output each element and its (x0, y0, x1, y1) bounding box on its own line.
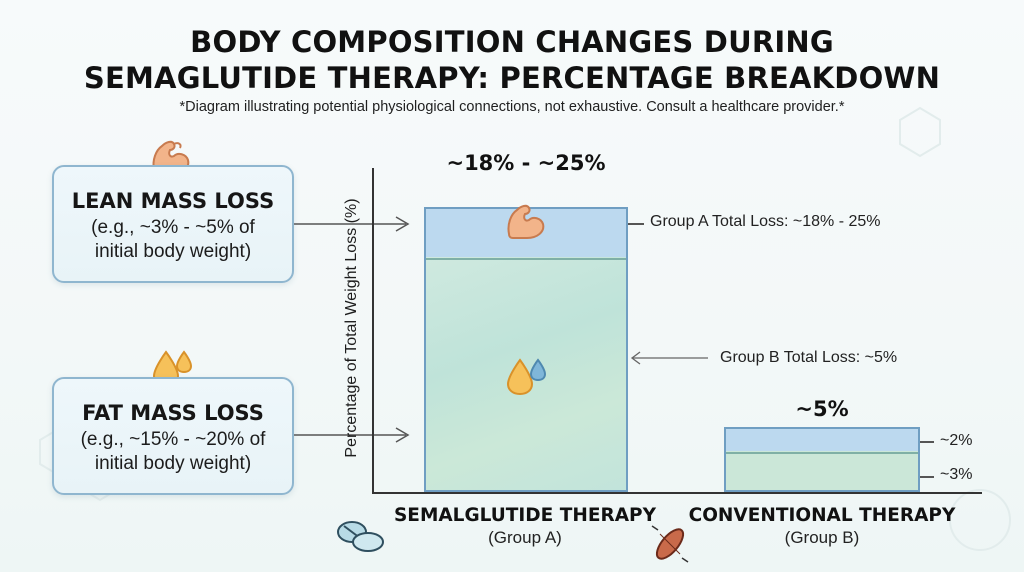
muscle-fiber-icon (651, 525, 689, 563)
y-axis-label: Percentage of Total Weight Loss (%) (343, 198, 360, 458)
bar-b-upper-label: ~2% (940, 432, 973, 449)
lean-mass-desc-line-2: initial body weight) (94, 241, 252, 262)
bar-a-divider (426, 257, 626, 260)
fat-connector-arrow (294, 427, 410, 443)
bar-b-lower-label: ~3% (940, 466, 973, 483)
x-category-a-name: SEMALGLUTIDE THERAPY (393, 505, 656, 526)
lean-mass-card: LEAN MASS LOSS (e.g., ~3% - ~5% of initi… (52, 165, 294, 283)
fat-mass-desc-line-2: initial body weight) (94, 453, 252, 474)
x-category-b-name: CONVENTIONAL THERAPY (688, 505, 956, 526)
x-axis-line (372, 492, 982, 494)
bar-b-divider (726, 452, 918, 455)
title-line-2: SEMAGLUTIDE THERAPY: PERCENTAGE BREAKDOW… (83, 61, 941, 95)
lean-connector-arrow (294, 216, 410, 232)
fat-mass-desc-line-1: (e.g., ~15% - ~20% of (80, 429, 266, 450)
bar-b-upper-segment (726, 429, 918, 456)
x-category-group-b: CONVENTIONAL THERAPY (Group B) (680, 505, 964, 548)
group-b-total-annotation: Group B Total Loss: ~5% (720, 349, 898, 366)
bar-fat-droplets-icon (506, 358, 547, 396)
bar-flexed-arm-icon (507, 204, 545, 239)
lean-mass-heading: LEAN MASS LOSS (71, 189, 275, 213)
chart-title: BODY COMPOSITION CHANGES DURING SEMAGLUT… (0, 24, 1024, 96)
fat-mass-heading: FAT MASS LOSS (82, 401, 264, 425)
bar-b-upper-tick (920, 441, 934, 443)
title-line-1: BODY COMPOSITION CHANGES DURING (190, 25, 834, 59)
x-category-b-group: (Group B) (784, 528, 860, 547)
disclaimer-subtitle: *Diagram illustrating potential physiolo… (179, 99, 845, 115)
bar-group-b (724, 427, 920, 492)
x-category-group-a: SEMALGLUTIDE THERAPY (Group A) (380, 505, 670, 548)
fat-mass-card: FAT MASS LOSS (e.g., ~15% - ~20% of init… (52, 377, 294, 495)
x-category-a-group: (Group A) (488, 528, 562, 547)
bar-group-a (424, 206, 628, 492)
bar-a-top-label: ~18% - ~25% (446, 151, 606, 175)
group-a-total-annotation: Group A Total Loss: ~18% - 25% (650, 213, 881, 230)
bar-b-lower-tick (920, 476, 934, 478)
group-a-annotation-line (628, 223, 644, 225)
group-b-annotation-arrow (630, 351, 708, 365)
bar-b-lower-segment (726, 451, 918, 490)
y-axis-line (372, 168, 374, 493)
pills-icon (337, 521, 384, 552)
lean-mass-desc-line-1: (e.g., ~3% - ~5% of (91, 217, 255, 238)
bar-b-top-label: ~5% (795, 397, 849, 421)
